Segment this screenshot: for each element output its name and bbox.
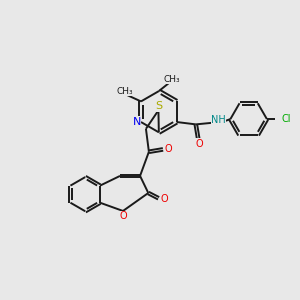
Text: S: S <box>155 101 163 111</box>
Text: N: N <box>132 117 141 127</box>
Text: O: O <box>120 211 128 221</box>
Text: O: O <box>196 139 203 149</box>
Text: O: O <box>164 144 172 154</box>
Text: O: O <box>161 194 168 204</box>
Text: NH: NH <box>211 115 226 125</box>
Text: CH₃: CH₃ <box>163 75 180 84</box>
Text: Cl: Cl <box>281 114 290 124</box>
Text: CH₃: CH₃ <box>116 87 133 96</box>
